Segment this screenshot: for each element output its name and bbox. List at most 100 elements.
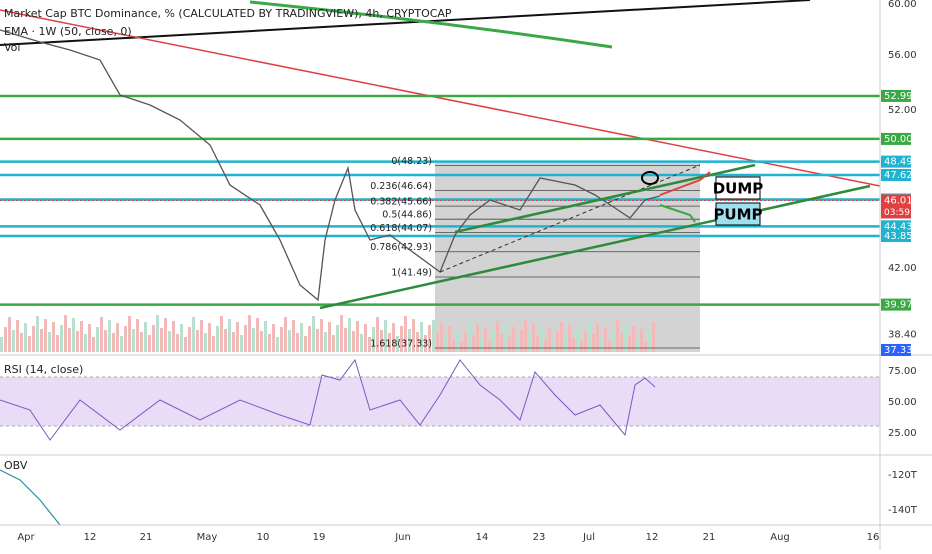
volume-bar bbox=[428, 325, 431, 352]
volume-bar bbox=[68, 328, 71, 352]
volume-bar bbox=[172, 321, 175, 352]
volume-bar bbox=[132, 329, 135, 352]
volume-bar bbox=[420, 322, 423, 352]
fib-label: 0.236(46.64) bbox=[370, 181, 432, 192]
volume-bar bbox=[264, 321, 267, 352]
dump-arrow bbox=[659, 171, 711, 196]
volume-bar bbox=[432, 320, 435, 352]
volume-bars bbox=[0, 315, 655, 352]
volume-bar bbox=[528, 333, 531, 352]
obv-line bbox=[0, 469, 61, 526]
projection bbox=[439, 164, 701, 273]
volume-bar bbox=[12, 330, 15, 352]
price-tag bbox=[881, 298, 911, 311]
volume-bar bbox=[180, 324, 183, 352]
volume-bar bbox=[32, 326, 35, 352]
volume-bar bbox=[628, 336, 631, 352]
volume-bar bbox=[308, 326, 311, 352]
volume-bar bbox=[148, 335, 151, 352]
volume-bar bbox=[236, 322, 239, 352]
volume-bar bbox=[572, 338, 575, 352]
volume-bar bbox=[604, 327, 607, 352]
volume-bar bbox=[452, 339, 455, 352]
date-label: 10 bbox=[257, 532, 270, 543]
volume-bar bbox=[624, 323, 627, 352]
volume-bar bbox=[484, 328, 487, 352]
volume-bar bbox=[588, 321, 591, 352]
volume-bar bbox=[272, 324, 275, 352]
volume-bar bbox=[340, 315, 343, 352]
volume-bar bbox=[584, 331, 587, 352]
volume-bar bbox=[312, 316, 315, 352]
volume-bar bbox=[152, 325, 155, 352]
fib-label: 1(41.49) bbox=[391, 267, 432, 278]
volume-bar bbox=[368, 337, 371, 352]
volume-bar bbox=[652, 322, 655, 352]
volume-bar bbox=[292, 320, 295, 352]
volume-bar bbox=[400, 326, 403, 352]
volume-bar bbox=[0, 337, 3, 352]
trend-line bbox=[0, 9, 881, 187]
axes: 60.00 56.00 52.00 42.00 38.40 52.99 50.00 48.49… bbox=[17, 0, 924, 543]
price-tag bbox=[881, 132, 911, 145]
volume-bar bbox=[88, 324, 91, 352]
volume-bar bbox=[164, 318, 167, 352]
volume-bar bbox=[184, 337, 187, 352]
volume-bar bbox=[548, 329, 551, 352]
dump-label: DUMP bbox=[713, 180, 764, 198]
volume-bar bbox=[616, 320, 619, 352]
volume-bar bbox=[56, 335, 59, 352]
price-tag bbox=[881, 155, 911, 168]
price-tag bbox=[881, 194, 911, 219]
volume-bar bbox=[28, 336, 31, 352]
price-tag-label: 43.85 bbox=[884, 231, 913, 242]
volume-bar bbox=[20, 333, 23, 352]
fib-box bbox=[435, 163, 700, 352]
volume-bar bbox=[16, 320, 19, 352]
volume-bar bbox=[520, 330, 523, 352]
obv-tick: -140T bbox=[888, 505, 918, 516]
volume-bar bbox=[384, 320, 387, 352]
date-label: May bbox=[197, 532, 218, 543]
volume-bar bbox=[204, 333, 207, 352]
volume-bar bbox=[128, 316, 131, 352]
volume-bar bbox=[408, 329, 411, 352]
date-label: 12 bbox=[84, 532, 97, 543]
price-tag-label: 50.00 bbox=[884, 134, 913, 145]
volume-bar bbox=[240, 335, 243, 352]
price-tag bbox=[881, 220, 911, 233]
volume-bar bbox=[104, 330, 107, 352]
volume-bar bbox=[412, 319, 415, 352]
obv-legend: OBV bbox=[4, 459, 28, 472]
date-label: Apr bbox=[17, 532, 35, 543]
volume-bar bbox=[640, 329, 643, 352]
volume-bar bbox=[296, 333, 299, 352]
volume-bar bbox=[568, 325, 571, 352]
volume-bar bbox=[300, 323, 303, 352]
volume-bar bbox=[232, 332, 235, 352]
price-tag-label: 52.99 bbox=[884, 91, 913, 102]
volume-bar bbox=[160, 328, 163, 352]
rsi-tick: 75.00 bbox=[888, 366, 917, 377]
volume-bar bbox=[24, 323, 27, 352]
volume-bar bbox=[8, 317, 11, 352]
volume-bar bbox=[460, 342, 463, 352]
volume-bar bbox=[268, 334, 271, 352]
volume-bar bbox=[256, 318, 259, 352]
price-tag bbox=[881, 344, 911, 356]
date-label: 23 bbox=[533, 532, 546, 543]
volume-bar bbox=[52, 322, 55, 352]
volume-bar bbox=[144, 322, 147, 352]
pump-label: PUMP bbox=[713, 206, 762, 224]
volume-bar bbox=[352, 331, 355, 352]
volume-bar bbox=[544, 339, 547, 352]
price-label: 52.00 bbox=[888, 105, 917, 116]
volume-bar bbox=[448, 326, 451, 352]
volume-bar bbox=[64, 315, 67, 352]
volume-bar bbox=[508, 337, 511, 352]
price-label: 60.00 bbox=[888, 0, 917, 10]
volume-bar bbox=[404, 316, 407, 352]
price-tag-label: 44.43 bbox=[884, 221, 913, 232]
